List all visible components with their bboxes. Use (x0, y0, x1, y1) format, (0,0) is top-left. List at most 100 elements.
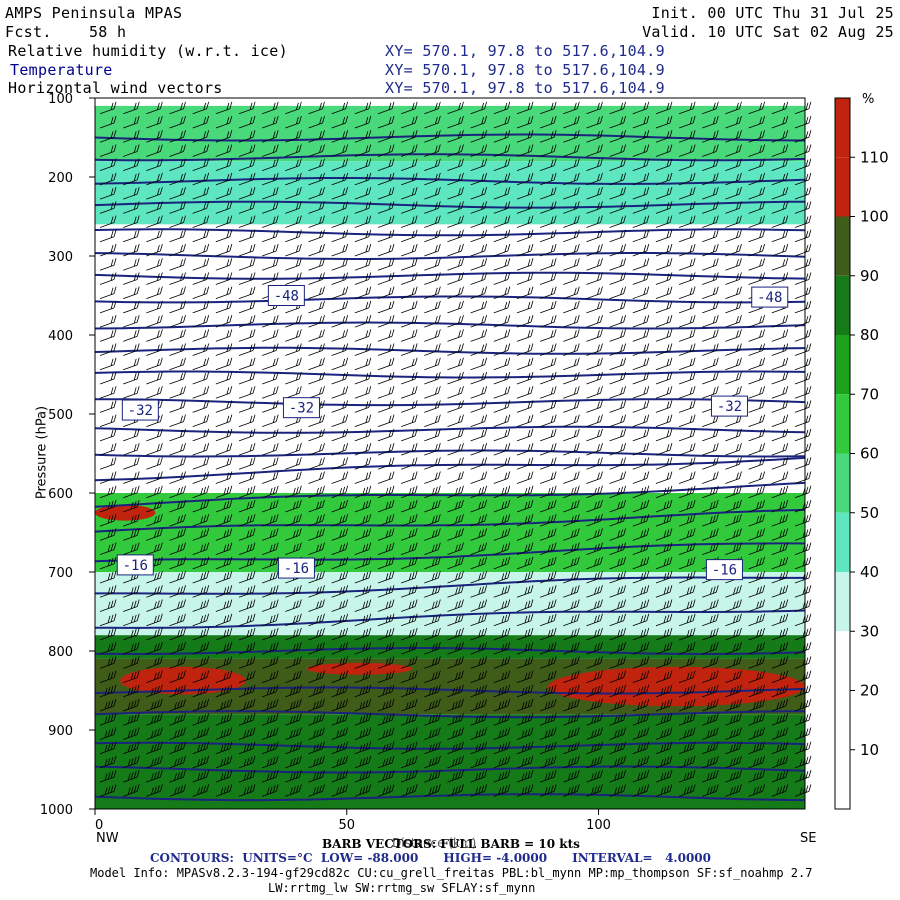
y-tick-label-3: 400 (48, 329, 73, 344)
wind-barb-269 (586, 215, 603, 228)
wind-barb-186 (99, 187, 117, 200)
wind-barb-141 (493, 158, 511, 172)
wind-barb-438 (192, 300, 210, 314)
wind-barb-315 (215, 243, 233, 257)
wind-barb-548 (586, 343, 603, 356)
wind-barb-295 (470, 229, 488, 243)
wind-barb-495 (794, 314, 812, 328)
wind-barb-408 (215, 286, 233, 300)
wind-barb-212 (702, 187, 719, 200)
y-tick-label-2: 300 (48, 250, 73, 265)
wind-barb-35 (192, 115, 210, 129)
wind-barb-238 (586, 201, 603, 214)
wind-barbs (99, 101, 812, 797)
wind-barb-215 (771, 187, 789, 200)
y-tick-label-6: 700 (48, 566, 73, 581)
wind-barb-111 (516, 144, 534, 157)
colorbar-segment-9 (835, 631, 850, 691)
wind-barb-445 (354, 300, 372, 314)
wind-barb-214 (748, 187, 765, 200)
wind-barb-140 (470, 158, 488, 172)
wind-barb-69 (262, 130, 279, 143)
wind-barb-552 (678, 343, 696, 356)
wind-barb-476 (354, 314, 372, 328)
colorbar-label-6: 50 (860, 504, 879, 522)
wind-barb-235 (516, 201, 534, 214)
wind-barb-43 (377, 115, 395, 129)
wind-barb-139 (447, 158, 464, 172)
colorbar-segment-10 (835, 690, 850, 750)
wind-barb-319 (308, 243, 325, 257)
wind-barb-407 (192, 286, 210, 300)
wind-barb-252 (192, 215, 210, 228)
wind-barb-469 (192, 314, 210, 328)
wind-barb-161 (238, 172, 256, 186)
wind-barb-273 (678, 215, 696, 228)
wind-barb-482 (493, 314, 511, 328)
wind-barb-49 (516, 115, 534, 129)
temp-label-4: -32 (710, 395, 748, 417)
wind-barb-284 (215, 229, 233, 243)
wind-barb-158 (169, 172, 186, 186)
wind-barb-506 (331, 329, 349, 342)
wind-barb-232 (447, 201, 464, 214)
wind-barb-55 (655, 115, 673, 129)
wind-barb-346 (215, 258, 233, 271)
wind-barb-530 (169, 343, 186, 356)
wind-barb-126 (146, 158, 163, 172)
wind-barb-25 (678, 101, 696, 115)
isotherm-2 (94, 177, 806, 185)
wind-barb-474 (308, 314, 325, 328)
wind-barb-350 (308, 258, 325, 271)
wind-barb-409 (238, 286, 256, 300)
wind-barb-398 (702, 272, 719, 285)
wind-barb-293 (424, 229, 441, 243)
wind-barb-467 (146, 314, 163, 328)
isotherm-3 (94, 200, 806, 209)
wind-barb-220 (169, 201, 186, 214)
colorbar-label-4: 70 (860, 385, 879, 403)
wind-barb-331 (586, 243, 603, 257)
wind-barb-276 (748, 215, 765, 228)
wind-barb-152 (748, 158, 765, 172)
wind-barb-250 (146, 215, 163, 228)
wind-barb-216 (794, 187, 812, 200)
wind-barb-501 (215, 329, 233, 342)
wind-barb-219 (146, 201, 163, 214)
temp-label-1: -48 (751, 286, 789, 308)
wind-barb-483 (516, 314, 534, 328)
wind-barb-197 (354, 187, 372, 200)
wind-barb-282 (169, 229, 186, 243)
wind-barb-337 (725, 243, 742, 257)
wind-barb-247 (794, 201, 812, 214)
wind-barb-7 (262, 101, 279, 115)
field-xy-rh: XY= 570.1, 97.8 to 517.6,104.9 (385, 42, 665, 60)
wind-barb-38 (262, 115, 279, 129)
wind-barb-154 (794, 158, 812, 172)
wind-barb-245 (748, 201, 765, 214)
wind-barb-86 (655, 130, 673, 143)
x-tick-label-1: 50 (338, 818, 355, 833)
wind-barb-9 (308, 101, 325, 115)
wind-barb-260 (377, 215, 395, 228)
wind-barb-478 (401, 314, 418, 328)
wind-barb-475 (331, 314, 349, 328)
wind-barb-404 (123, 286, 140, 300)
wind-barb-142 (516, 158, 534, 172)
wind-barb-109 (470, 144, 488, 157)
wind-barb-493 (748, 314, 765, 328)
colorbar-segment-5 (835, 394, 850, 454)
wind-barb-428 (678, 286, 696, 300)
isotherm-1 (94, 153, 806, 162)
wind-barb-316 (238, 243, 256, 257)
wind-barb-417 (424, 286, 441, 300)
wind-barb-401 (771, 272, 789, 285)
wind-barb-554 (725, 343, 742, 356)
wind-barb-366 (678, 258, 696, 271)
temp-label-3: -32 (282, 397, 320, 419)
wind-barb-218 (123, 201, 140, 214)
wind-barb-507 (354, 329, 372, 342)
wind-barb-207 (586, 187, 603, 200)
wind-barb-196 (331, 187, 349, 200)
wind-barb-16 (470, 101, 488, 115)
